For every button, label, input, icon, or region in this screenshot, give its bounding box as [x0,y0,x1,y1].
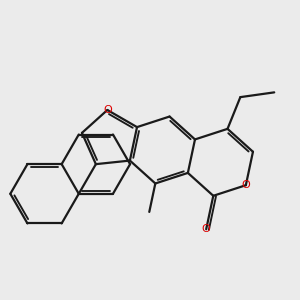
Text: O: O [103,105,112,115]
Text: O: O [242,180,250,190]
Text: O: O [202,224,211,234]
